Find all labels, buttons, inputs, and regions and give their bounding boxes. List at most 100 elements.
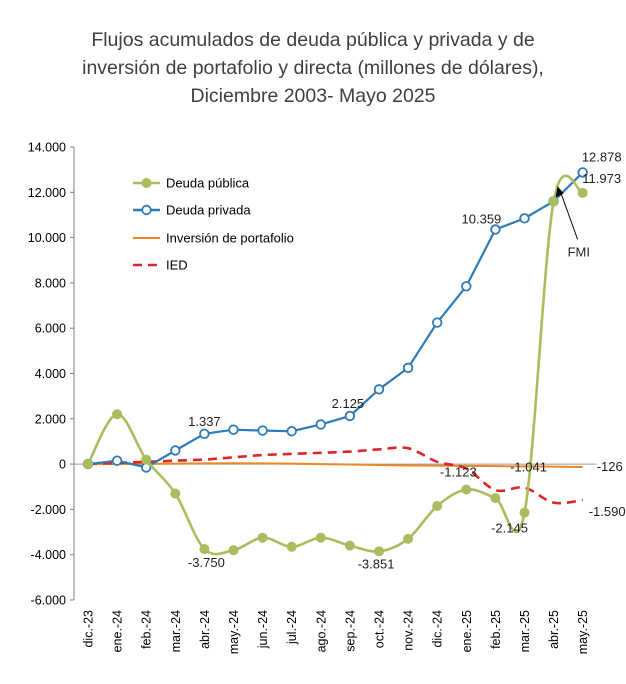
data-label: -1.041	[510, 460, 547, 475]
series-3	[88, 462, 583, 468]
legend-item: IED	[133, 258, 188, 273]
x-tick-label: ene.-25	[460, 610, 474, 652]
legend-label: IED	[166, 258, 188, 273]
y-tick-label: 6.000	[35, 322, 66, 336]
data-point	[490, 224, 501, 235]
data-point	[461, 281, 472, 292]
x-tick-label: dic.-24	[431, 610, 445, 648]
data-point	[286, 426, 297, 437]
data-point	[432, 317, 443, 328]
data-point	[112, 409, 123, 420]
data-point	[141, 454, 152, 465]
annotation-arrow-head	[555, 186, 564, 198]
data-point	[402, 362, 414, 374]
y-tick-label: 12.000	[28, 186, 66, 200]
data-point	[228, 545, 239, 556]
data-point	[111, 455, 123, 466]
legend-marker	[141, 178, 152, 188]
data-point	[374, 546, 384, 557]
x-tick-label: mar.-25	[518, 610, 532, 652]
annotation-label: FMI	[568, 244, 590, 259]
data-point	[170, 445, 181, 456]
data-point	[403, 533, 414, 544]
x-tick-label: ago.-24	[314, 610, 328, 652]
legend-label: Deuda pública	[166, 176, 250, 191]
data-point	[286, 541, 297, 552]
data-point	[228, 424, 239, 435]
y-tick-label: 2.000	[35, 412, 66, 426]
series-line	[86, 174, 584, 556]
x-tick-label: sep.-24	[343, 610, 357, 652]
series-2	[82, 167, 588, 473]
y-tick-label: -6.000	[31, 594, 66, 608]
series-1	[83, 174, 588, 557]
data-point	[344, 540, 355, 551]
series-line	[87, 446, 583, 505]
legend-item: Deuda pública	[133, 176, 250, 191]
x-tick-label: may.-24	[227, 610, 241, 654]
data-point	[490, 493, 501, 504]
data-point	[548, 196, 559, 207]
x-tick-label: may.-25	[576, 610, 590, 654]
data-point	[257, 532, 268, 543]
data-point	[461, 484, 472, 495]
x-tick-label: abr.-25	[547, 610, 561, 649]
series-4	[87, 446, 583, 505]
data-label: 10.359	[462, 211, 502, 226]
legend-item: Deuda privada	[133, 203, 251, 218]
data-point	[519, 213, 530, 224]
legend-label: Inversión de portafolio	[166, 231, 294, 246]
x-tick-label: nov.-24	[402, 610, 416, 651]
data-point	[344, 410, 356, 422]
data-point	[432, 501, 443, 512]
data-point	[577, 187, 588, 198]
chart-title: Flujos acumulados de deuda pública y pri…	[0, 26, 626, 110]
chart-title-line-2: inversión de portafolio y directa (millo…	[82, 57, 544, 79]
y-tick-label: 4.000	[35, 367, 66, 381]
data-label: -126	[597, 459, 623, 474]
x-tick-label: jun.-24	[256, 610, 270, 649]
data-point	[315, 419, 327, 430]
legend-item: Inversión de portafolio	[133, 231, 294, 246]
legend-label: Deuda privada	[166, 203, 251, 218]
series-line	[87, 171, 584, 469]
y-tick-label: 14.000	[28, 141, 66, 155]
data-point	[199, 544, 210, 555]
data-point	[199, 428, 210, 440]
y-tick-label: 8.000	[35, 276, 66, 290]
legend-marker	[141, 204, 152, 216]
data-label: -1.123	[440, 465, 477, 480]
data-label: -3.851	[358, 556, 395, 571]
x-tick-label: feb.-24	[140, 610, 154, 649]
data-point	[315, 532, 326, 543]
chart-title-line-1: Flujos acumulados de deuda pública y pri…	[91, 29, 535, 51]
x-tick-label: dic.-23	[82, 610, 96, 648]
data-point	[373, 384, 385, 395]
x-tick-label: ene.-24	[111, 610, 125, 652]
data-point	[577, 167, 588, 178]
x-tick-label: jul.-24	[285, 610, 299, 645]
data-label: -2.145	[491, 521, 528, 536]
y-tick-label: -2.000	[31, 503, 66, 517]
data-label: -3.750	[188, 555, 225, 570]
data-point	[519, 507, 530, 518]
x-tick-label: oct.-24	[373, 610, 387, 648]
data-point	[170, 488, 181, 499]
annotation-arrow-line	[559, 189, 579, 240]
x-tick-label: feb.-25	[489, 610, 503, 649]
x-tick-label: mar.-24	[169, 610, 183, 652]
data-point	[83, 459, 93, 470]
data-label: 12.878	[582, 149, 622, 164]
y-tick-label: -4.000	[31, 548, 66, 562]
data-point	[257, 425, 268, 436]
y-tick-label: 0	[59, 458, 66, 472]
series-line	[88, 462, 583, 468]
data-label: 1.337	[188, 414, 221, 429]
chart-title-line-3: Diciembre 2003- Mayo 2025	[190, 85, 436, 107]
y-tick-label: 10.000	[28, 231, 66, 245]
legend: Deuda pública Deuda privada Inversión de p…	[133, 176, 294, 273]
data-label: 2.125	[332, 396, 365, 411]
x-tick-label: abr.-24	[198, 610, 212, 649]
data-label: -1.590	[589, 504, 626, 519]
